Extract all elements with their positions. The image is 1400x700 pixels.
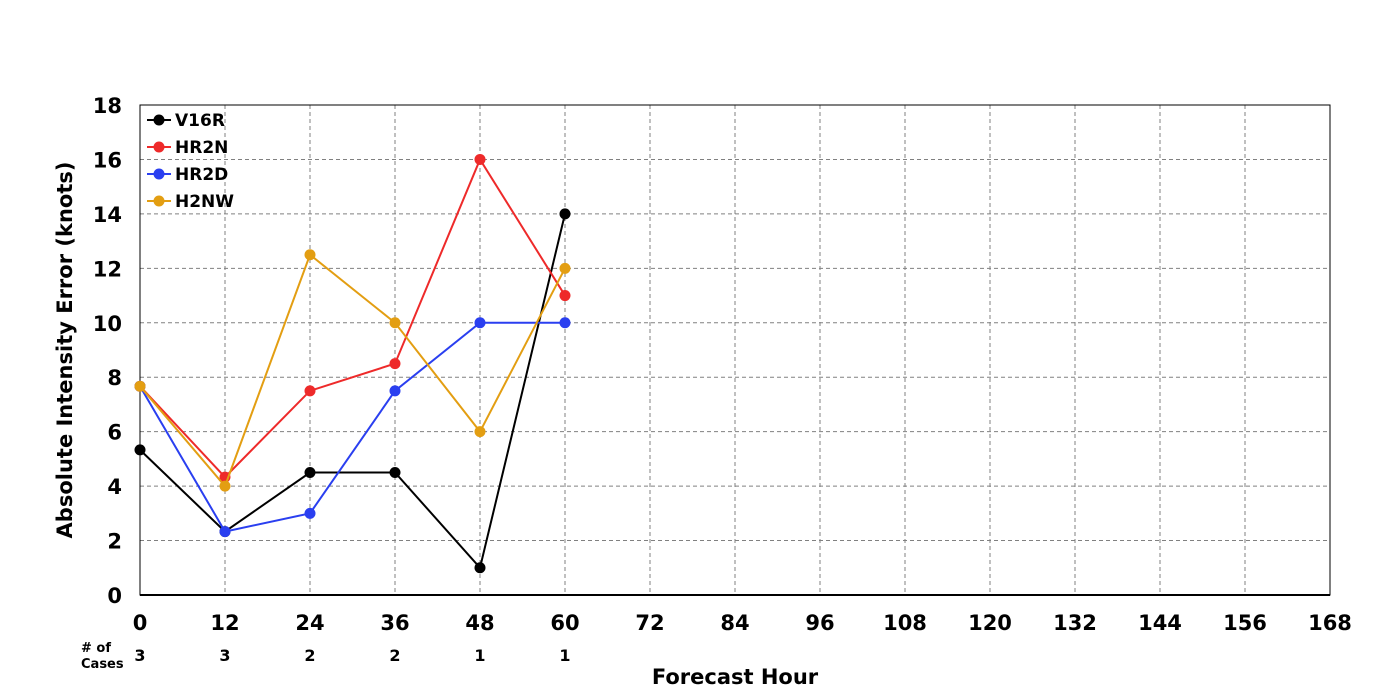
series-h2nw	[134, 249, 571, 492]
y-tick-label: 8	[107, 366, 122, 390]
data-point-hr2d	[304, 507, 316, 519]
y-tick-label: 18	[93, 94, 122, 118]
y-tick-label: 12	[93, 257, 122, 281]
data-point-h2nw	[389, 317, 401, 329]
y-tick-label: 16	[93, 148, 122, 172]
x-tick-label: 108	[883, 611, 927, 635]
data-point-hr2d	[389, 385, 401, 397]
y-axis-ticks: 0 2 4 6 8 10 12 14 16 18	[93, 94, 122, 608]
y-tick-label: 6	[107, 421, 122, 445]
legend-swatch-marker	[153, 141, 165, 153]
data-point-h2nw	[559, 262, 571, 274]
series-line-h2nw	[139, 253, 566, 489]
legend-label: V16R	[175, 111, 225, 131]
legend: V16R HR2N HR2D H2NW	[147, 111, 234, 212]
data-point-v16r	[474, 562, 486, 574]
data-point-h2nw	[134, 380, 146, 392]
x-tick-label: 60	[550, 611, 579, 635]
data-point-hr2n	[559, 290, 571, 302]
x-tick-label: 0	[133, 611, 148, 635]
data-point-hr2n	[389, 358, 401, 370]
legend-label: H2NW	[175, 192, 234, 212]
data-point-v16r	[389, 467, 401, 478]
case-count: 3	[219, 646, 230, 665]
legend-swatch-marker	[153, 195, 165, 207]
legend-label: HR2N	[175, 138, 228, 158]
case-count: 3	[134, 646, 145, 665]
y-tick-label: 14	[93, 203, 122, 227]
legend-item-hr2d: HR2D	[147, 165, 228, 185]
series-hr2d	[134, 317, 571, 538]
x-tick-label: 132	[1053, 611, 1097, 635]
data-point-v16r	[304, 467, 316, 478]
data-point-hr2n	[304, 385, 316, 397]
data-point-h2nw	[304, 249, 316, 261]
grid-lines	[140, 105, 1330, 595]
x-tick-label: 84	[720, 611, 749, 635]
legend-item-hr2n: HR2N	[147, 138, 228, 158]
x-tick-label: 96	[805, 611, 834, 635]
y-tick-label: 10	[93, 312, 122, 336]
legend-item-h2nw: H2NW	[147, 192, 234, 212]
data-point-h2nw	[219, 480, 231, 492]
legend-item-v16r: V16R	[147, 111, 225, 131]
cases-row: 3 3 2 2 1 1	[134, 646, 570, 665]
x-tick-label: 120	[968, 611, 1012, 635]
legend-label: HR2D	[175, 165, 228, 185]
data-point-h2nw	[474, 426, 486, 438]
legend-swatch-marker	[153, 168, 165, 180]
case-count: 1	[474, 646, 485, 665]
x-axis-title: Forecast Hour	[652, 665, 819, 689]
case-count: 1	[559, 646, 570, 665]
x-tick-label: 168	[1308, 611, 1352, 635]
data-point-v16r	[559, 208, 571, 220]
y-tick-label: 2	[107, 530, 122, 554]
cases-label-line1: # of	[81, 641, 111, 656]
legend-swatch-marker	[153, 114, 165, 126]
x-tick-label: 48	[465, 611, 494, 635]
series-line-hr2d	[139, 321, 565, 533]
case-count: 2	[304, 646, 315, 665]
x-tick-label: 72	[635, 611, 664, 635]
series-layer	[134, 153, 571, 574]
x-axis-ticks: 0 12 24 36 48 60 72 84 96 108 120 132 144 156 168	[133, 611, 1352, 635]
series-line-v16r	[139, 213, 566, 570]
x-tick-label: 24	[295, 611, 324, 635]
data-point-hr2d	[559, 317, 571, 329]
series-v16r	[134, 208, 571, 574]
cases-label-line2: Cases	[81, 657, 124, 672]
data-point-hr2n	[474, 153, 486, 165]
x-tick-label: 144	[1138, 611, 1182, 635]
x-tick-label: 156	[1223, 611, 1267, 635]
data-point-hr2d	[474, 317, 486, 329]
y-tick-label: 4	[107, 475, 122, 499]
y-tick-label: 0	[107, 584, 122, 608]
x-tick-label: 12	[210, 611, 239, 635]
data-point-v16r	[134, 444, 146, 456]
case-count: 2	[389, 646, 400, 665]
x-tick-label: 36	[380, 611, 409, 635]
y-axis-title: Absolute Intensity Error (knots)	[53, 162, 77, 539]
data-point-hr2d	[219, 526, 231, 538]
series-line-hr2n	[139, 157, 566, 479]
